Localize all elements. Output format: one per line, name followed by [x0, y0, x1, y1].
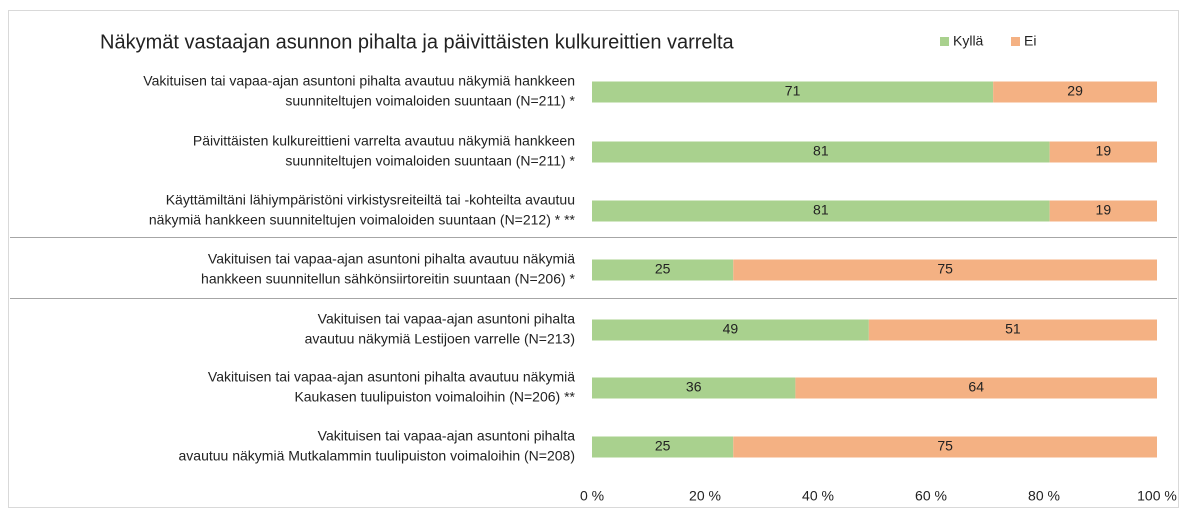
x-tick-label: 20 %: [689, 488, 721, 504]
category-label: näkymiä hankkeen suunniteltujen voimaloi…: [149, 212, 576, 228]
legend-swatch: [1011, 37, 1020, 46]
x-tick-label: 0 %: [580, 488, 604, 504]
x-tick-label: 100 %: [1137, 488, 1177, 504]
category-label: hankkeen suunnitellun sähkönsiirtoreitin…: [201, 271, 576, 287]
category-label: Vakituisen tai vapaa-ajan asuntoni pihal…: [208, 251, 575, 267]
bar-segment: [592, 81, 994, 103]
bar-segment: [592, 141, 1050, 163]
value-label: 19: [1096, 143, 1112, 159]
bar-segment: [733, 436, 1157, 458]
x-tick-label: 60 %: [915, 488, 947, 504]
category-label: Vakituisen tai vapaa-ajan asuntoni pihal…: [318, 311, 576, 327]
value-label: 19: [1096, 202, 1112, 218]
bar-segment: [592, 377, 796, 399]
chart-border: [8, 10, 1179, 508]
bar-segment: [592, 319, 869, 341]
value-label: 29: [1067, 83, 1083, 99]
value-label: 51: [1005, 321, 1021, 337]
value-label: 75: [937, 438, 953, 454]
x-tick-label: 40 %: [802, 488, 834, 504]
category-label: Vakituisen tai vapaa-ajan asuntoni pihal…: [143, 73, 575, 89]
x-tick-label: 80 %: [1028, 488, 1060, 504]
value-label: 25: [655, 261, 671, 277]
legend-swatch: [940, 37, 949, 46]
bar-segment: [1049, 200, 1157, 222]
bar-segment: [592, 200, 1050, 222]
value-label: 64: [968, 379, 984, 395]
category-label: suunniteltujen voimaloiden suuntaan (N=2…: [285, 153, 575, 169]
bar-segment: [733, 259, 1157, 281]
bar-segment: [1049, 141, 1157, 163]
value-label: 75: [937, 261, 953, 277]
value-label: 36: [686, 379, 702, 395]
bar-segment: [993, 81, 1157, 103]
category-label: Vakituisen tai vapaa-ajan asuntoni pihal…: [208, 369, 575, 385]
bar-segment: [592, 259, 734, 281]
value-label: 71: [785, 83, 801, 99]
category-label: suunniteltujen voimaloiden suuntaan (N=2…: [285, 93, 575, 109]
bar-segment: [795, 377, 1157, 399]
chart-title: Näkymät vastaajan asunnon pihalta ja päi…: [100, 31, 735, 53]
value-label: 25: [655, 438, 671, 454]
value-label: 81: [813, 202, 829, 218]
bar-segment: [592, 436, 734, 458]
category-label: Vakituisen tai vapaa-ajan asuntoni pihal…: [318, 428, 576, 444]
bar-segment: [868, 319, 1157, 341]
value-label: 49: [723, 321, 739, 337]
category-label: Käyttämiltäni lähiympäristöni virkistysr…: [166, 192, 575, 208]
value-label: 81: [813, 143, 829, 159]
legend-label: Ei: [1024, 33, 1036, 49]
category-label: avautuu näkymiä Mutkalammin tuulipuiston…: [179, 448, 575, 464]
legend-label: Kyllä: [953, 33, 984, 49]
category-label: avautuu näkymiä Lestijoen varrelle (N=21…: [305, 331, 575, 347]
category-label: Kaukasen tuulipuiston voimaloihin (N=206…: [294, 389, 575, 405]
category-label: Päivittäisten kulkureittieni varrelta av…: [193, 133, 575, 149]
